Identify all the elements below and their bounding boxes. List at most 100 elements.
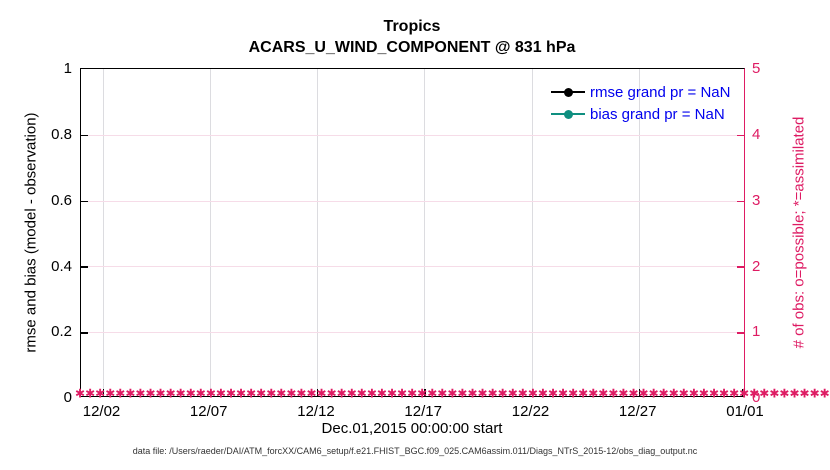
assimilated-marker-icon: ✱ [578,386,589,401]
x-tick-mark [209,389,212,396]
x-tick-label: 12/02 [82,403,121,420]
gridline-horizontal [81,134,744,136]
chart-title-region: Tropics [383,18,441,35]
assimilated-marker-icon: ✱ [708,386,719,401]
right-y-tick-label: 1 [752,323,761,340]
left-y-axis-title: rmse and bias (model - observation) [22,112,40,353]
assimilated-marker-icon: ✱ [447,386,458,401]
gridline-horizontal [81,200,744,202]
assimilated-marker-icon: ✱ [547,386,558,401]
assimilated-marker-icon: ✱ [346,386,357,401]
data-file-path: data file: /Users/raeder/DAI/ATM_forcXX/… [132,446,698,456]
assimilated-marker-icon: ✱ [417,386,428,401]
assimilated-marker-icon: ✱ [668,386,679,401]
left-y-tick-label: 0.2 [51,323,72,340]
assimilated-marker-icon: ✱ [165,386,176,401]
gridline-vertical [531,69,533,396]
assimilated-marker-icon: ✱ [477,386,488,401]
assimilated-marker-icon: ✱ [487,386,498,401]
assimilated-marker-icon: ✱ [568,386,579,401]
right-tick-mark [737,266,744,268]
right-y-tick-label: 3 [752,192,761,209]
assimilated-marker-icon: ✱ [437,386,448,401]
assimilated-marker-icon: ✱ [326,386,337,401]
assimilated-marker-icon: ✱ [266,386,277,401]
assimilated-marker-icon: ✱ [457,386,468,401]
assimilated-marker-icon: ✱ [366,386,377,401]
left-tick-mark [81,266,88,268]
assimilated-marker-icon: ✱ [698,386,709,401]
left-y-tick-label: 0.6 [51,192,72,209]
assimilated-marker-icon: ✱ [225,386,236,401]
assimilated-marker-icon: ✱ [286,386,297,401]
assimilated-marker-icon: ✱ [588,386,599,401]
x-axis-title: Dec.01,2015 00:00:00 start [321,420,503,437]
x-tick-label: 12/07 [189,403,228,420]
left-y-tick-label: 0.4 [51,258,72,275]
assimilated-marker-icon: ✱ [739,386,750,401]
x-tick-mark [424,389,426,396]
assimilated-marker-icon: ✱ [125,386,136,401]
right-tick-mark [737,134,744,137]
right-y-tick-label: 0 [752,389,761,406]
assimilated-marker-icon: ✱ [507,386,518,401]
right-y-tick-label: 5 [752,60,761,77]
right-y-axis-title: # of obs: o=possible; *=assimilated [790,116,808,349]
assimilated-marker-icon: ✱ [155,386,166,401]
assimilated-marker-icon: ✱ [135,386,146,401]
assimilated-marker-icon: ✱ [719,386,730,401]
x-tick-mark [531,389,533,396]
assimilated-marker-icon: ✱ [517,386,528,401]
assimilated-marker-icon: ✱ [306,386,317,401]
assimilated-marker-icon: ✱ [628,386,639,401]
legend-line-bias [551,109,585,119]
assimilated-marker-icon: ✱ [427,386,438,401]
assimilated-marker-icon: ✱ [497,386,508,401]
assimilated-marker-icon: ✱ [376,386,387,401]
assimilated-marker-icon: ✱ [145,386,156,401]
assimilated-marker-icon: ✱ [618,386,629,401]
left-y-tick-label: 0.8 [51,126,72,143]
x-tick-mark [102,389,104,396]
legend-label-rmse: rmse grand pr = NaN [590,83,731,101]
left-tick-mark [81,332,88,334]
gridline-vertical [424,69,426,396]
right-y-tick-label: 4 [752,126,761,143]
assimilated-marker-icon: ✱ [558,386,569,401]
gridline-vertical [102,69,104,396]
right-tick-mark [737,200,744,202]
assimilated-marker-icon: ✱ [185,386,196,401]
assimilated-marker-icon: ✱ [236,386,247,401]
gridline-horizontal [81,332,744,334]
assimilated-marker-icon: ✱ [608,386,619,401]
left-tick-mark [81,200,88,202]
assimilated-marker-icon: ✱ [386,386,397,401]
legend-line-rmse [551,87,585,97]
assimilated-marker-icon: ✱ [598,386,609,401]
left-tick-mark [81,134,88,137]
x-tick-mark [638,389,641,396]
rmse-marker-icon [564,87,573,97]
legend-item-bias: bias grand pr = NaN [551,103,730,125]
gridline-horizontal [81,266,744,268]
x-tick-mark [742,389,744,396]
x-tick-label: 12/12 [297,403,335,420]
bias-marker-icon [564,109,573,119]
legend-item-rmse: rmse grand pr = NaN [551,81,730,103]
legend: rmse grand pr = NaN bias grand pr = NaN [551,81,730,125]
assimilated-marker-icon: ✱ [195,386,206,401]
assimilated-marker-icon: ✱ [648,386,659,401]
assimilated-marker-icon: ✱ [296,386,307,401]
assimilated-marker-icon: ✱ [256,386,267,401]
x-tick-label: 12/22 [511,403,550,420]
right-tick-mark [737,332,744,334]
assimilated-marker-icon: ✱ [105,386,116,401]
assimilated-marker-icon: ✱ [115,386,126,401]
assimilated-marker-icon: ✱ [537,386,548,401]
plot-area: rmse grand pr = NaN bias grand pr = NaN … [75,68,830,401]
chart-title-block: Tropics ACARS_U_WIND_COMPONENT @ 831 hPa [0,16,827,58]
left-y-tick-label: 0 [63,389,72,406]
assimilated-marker-icon: ✱ [678,386,689,401]
x-tick-label: 12/27 [618,403,657,420]
legend-label-bias: bias grand pr = NaN [590,105,725,123]
